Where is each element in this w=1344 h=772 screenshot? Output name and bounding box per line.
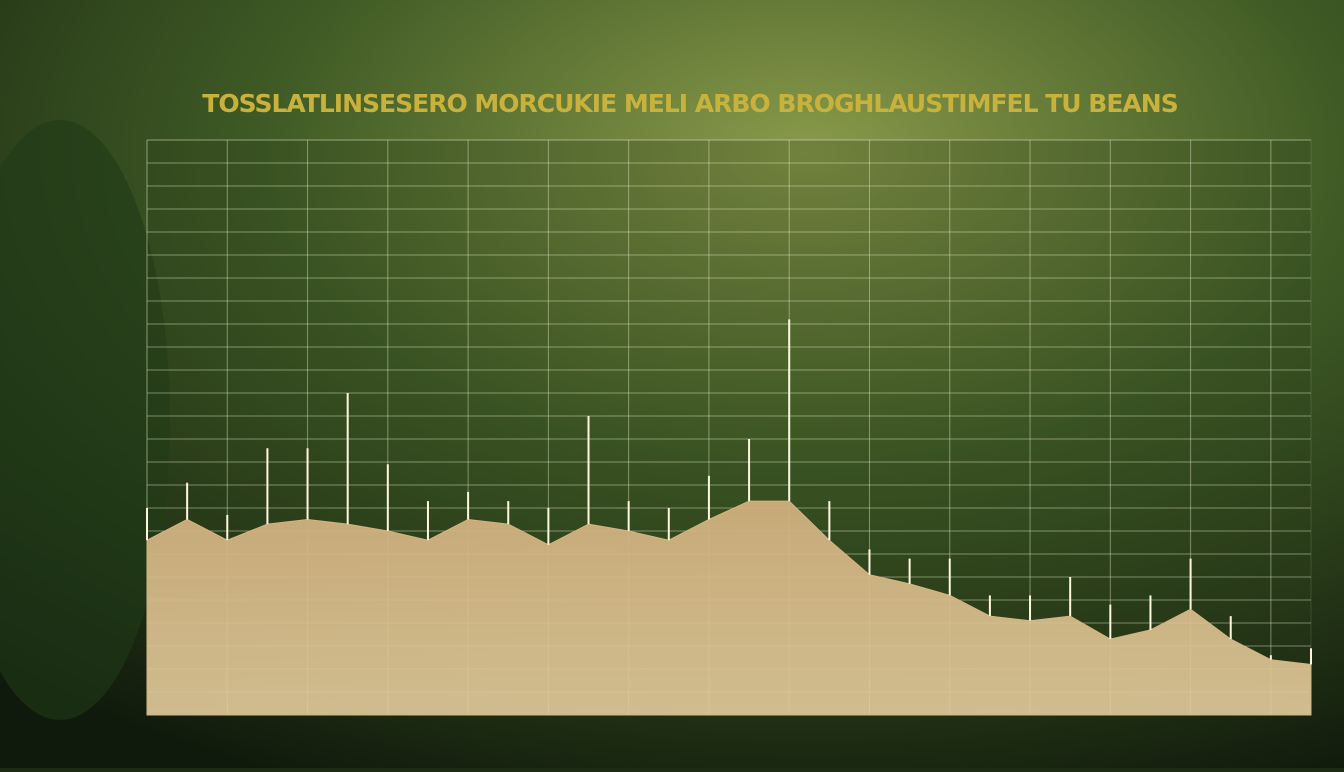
- foliage: [0, 120, 170, 720]
- chart-title: TOSSLATLINSESERO MORCUKIE MELI ARBO BROG…: [202, 89, 1177, 118]
